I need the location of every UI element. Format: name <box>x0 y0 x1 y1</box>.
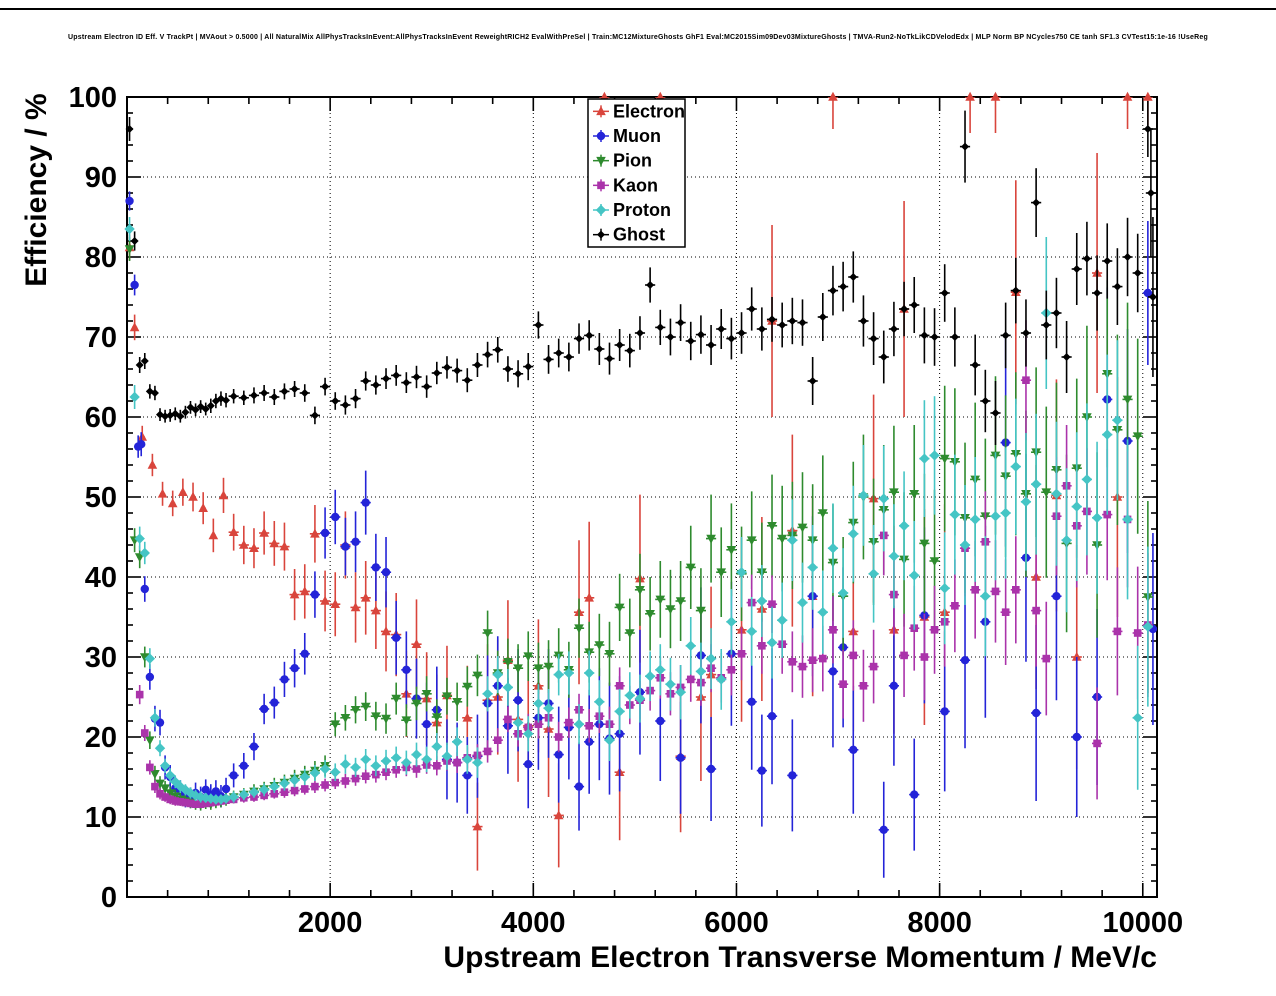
x-tick-labels: 2000 4000 6000 8000 10000 <box>298 907 1183 939</box>
legend-label: Muon <box>613 126 661 146</box>
series-ghost <box>125 101 1157 445</box>
svg-text:30: 30 <box>85 642 117 674</box>
y-tick-labels: 0 10 20 30 40 50 60 70 80 90 100 <box>69 82 117 914</box>
svg-text:70: 70 <box>85 322 117 354</box>
svg-text:60: 60 <box>85 402 117 434</box>
gridlines <box>127 97 1157 897</box>
legend-entry-kaon: Kaon <box>593 175 658 195</box>
legend-entry-pion: Pion <box>593 151 652 171</box>
svg-text:50: 50 <box>85 482 117 514</box>
plot-title: Upstream Electron ID Eff. V TrackPt | MV… <box>68 34 1208 41</box>
legend-label: Pion <box>613 151 652 171</box>
legend-label: Kaon <box>613 175 658 195</box>
legend-entry-proton: Proton <box>593 200 671 220</box>
legend-label: Proton <box>613 200 671 220</box>
series-muon <box>125 191 1158 878</box>
y-axis-title: Efficiency / % <box>20 93 53 286</box>
svg-text:20: 20 <box>85 722 117 754</box>
svg-text:10000: 10000 <box>1102 907 1183 939</box>
svg-text:10: 10 <box>85 802 117 834</box>
legend-label: Ghost <box>613 225 665 245</box>
svg-text:40: 40 <box>85 562 117 594</box>
x-axis-title: Upstream Electron Transverse Momentum / … <box>443 941 1157 974</box>
svg-text:0: 0 <box>101 882 117 914</box>
svg-text:90: 90 <box>85 162 117 194</box>
svg-text:80: 80 <box>85 242 117 274</box>
series-kaon <box>135 320 1153 809</box>
svg-text:100: 100 <box>69 82 117 114</box>
top-border-line <box>0 8 1276 10</box>
axis-ticks <box>127 96 1157 898</box>
series-proton <box>124 217 1154 805</box>
svg-text:6000: 6000 <box>704 907 769 939</box>
svg-text:2000: 2000 <box>298 907 363 939</box>
legend-entry-muon: Muon <box>593 126 661 146</box>
legend: Electron Muon Pion Kaon Proton Ghost <box>587 98 686 248</box>
legend-entry-ghost: Ghost <box>593 225 665 245</box>
legend-entry-electron: Electron <box>593 101 685 121</box>
svg-text:8000: 8000 <box>907 907 972 939</box>
legend-label: Electron <box>613 101 685 121</box>
svg-text:4000: 4000 <box>501 907 566 939</box>
series-pion <box>124 237 1153 811</box>
